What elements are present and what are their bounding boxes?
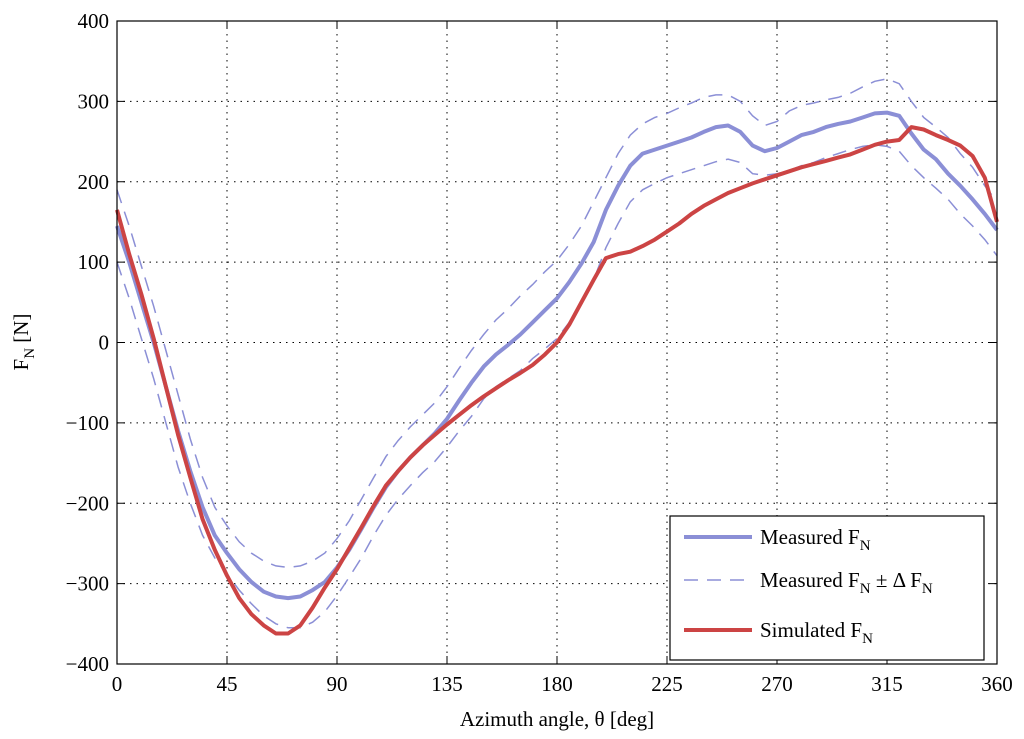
y-tick-label: 200 xyxy=(78,170,110,194)
legend-simulated-subscript: N xyxy=(862,631,873,647)
legend-measured-subscript: N xyxy=(860,538,871,554)
y-tick-label: −200 xyxy=(66,491,109,515)
x-tick-label: 0 xyxy=(112,672,123,696)
x-tick-label: 360 xyxy=(981,672,1013,696)
simulated-line xyxy=(115,125,999,636)
legend-simulated-main: Simulated F xyxy=(760,618,862,642)
x-axis-label: Azimuth angle, θ [deg] xyxy=(460,707,654,731)
x-tick-labels: 0 45 90 135 180 225 270 315 360 xyxy=(112,672,1013,696)
x-tick-label: 90 xyxy=(327,672,348,696)
legend-label-measured-band: Measured FN ± Δ FN xyxy=(760,568,933,597)
x-tick-label: 225 xyxy=(651,672,683,696)
y-tick-label: −300 xyxy=(66,572,109,596)
y-tick-labels: −400 −300 −200 −100 0 100 200 300 400 xyxy=(66,9,109,676)
x-tick-label: 315 xyxy=(871,672,903,696)
x-tick-label: 270 xyxy=(761,672,793,696)
y-axis-label-unit: [N] xyxy=(9,314,33,348)
y-tick-label: 300 xyxy=(78,89,110,113)
legend-band-main: Measured F xyxy=(760,568,860,592)
y-axis-label-main: F xyxy=(9,359,33,371)
legend-label-simulated: Simulated FN xyxy=(760,618,873,647)
legend: Measured FN Measured FN ± Δ FN Simulated… xyxy=(669,515,985,661)
legend-band-delta: ± Δ F xyxy=(871,568,922,592)
legend-band-subscript-2: N xyxy=(922,581,933,597)
x-tick-label: 45 xyxy=(217,672,238,696)
x-tick-label: 135 xyxy=(431,672,463,696)
y-axis-label: FN [N] xyxy=(9,314,38,371)
y-tick-label: −100 xyxy=(66,411,109,435)
y-tick-label: 400 xyxy=(78,9,110,33)
legend-box xyxy=(669,515,985,661)
series-layer xyxy=(115,78,999,636)
y-tick-label: 100 xyxy=(78,250,110,274)
y-tick-label: 0 xyxy=(99,331,110,355)
measured-line xyxy=(115,110,999,601)
x-tick-label: 180 xyxy=(541,672,573,696)
legend-label-measured: Measured FN xyxy=(760,525,871,554)
legend-measured-main: Measured F xyxy=(760,525,860,549)
legend-band-subscript: N xyxy=(860,581,871,597)
y-tick-label: −400 xyxy=(66,652,109,676)
y-axis-label-subscript: N xyxy=(22,348,38,359)
axis-ticks xyxy=(116,20,998,665)
